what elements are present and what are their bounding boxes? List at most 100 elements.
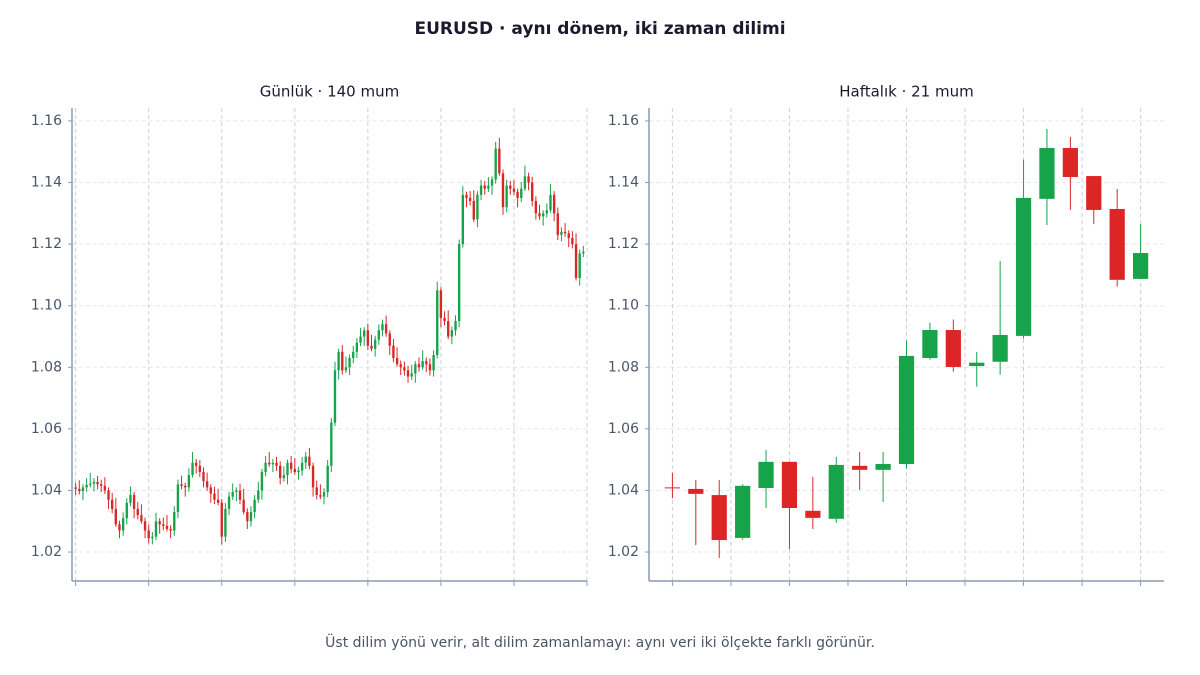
candle-body bbox=[249, 512, 253, 522]
candle-body bbox=[216, 499, 220, 503]
candle-body bbox=[246, 512, 249, 522]
candle-body bbox=[922, 330, 938, 359]
panel-title: Günlük · 140 mum bbox=[260, 83, 399, 101]
candle-body bbox=[107, 490, 110, 500]
candle-body bbox=[125, 502, 128, 519]
candle-body bbox=[852, 465, 868, 470]
candle-body bbox=[300, 462, 304, 471]
candle-body bbox=[476, 194, 479, 220]
candle-body bbox=[165, 525, 169, 529]
candle-body bbox=[231, 492, 234, 497]
candle-body bbox=[468, 197, 472, 201]
candle-body bbox=[242, 499, 245, 513]
y-tick-label: 1.10 bbox=[608, 298, 639, 314]
candle-body bbox=[213, 493, 216, 500]
candle-body bbox=[898, 355, 915, 464]
candle-body bbox=[74, 487, 77, 489]
candle-body bbox=[461, 194, 465, 245]
candle-body bbox=[100, 484, 103, 486]
candle-body bbox=[945, 330, 961, 367]
candle-body bbox=[571, 237, 574, 245]
candle-body bbox=[552, 194, 556, 214]
candle-body bbox=[388, 333, 391, 346]
candle-body bbox=[454, 321, 457, 331]
candle-body bbox=[479, 185, 483, 195]
candle-body bbox=[992, 334, 1008, 362]
candle-body bbox=[457, 244, 461, 322]
candle-body bbox=[326, 465, 329, 493]
candle-body bbox=[257, 490, 260, 500]
candle-body bbox=[158, 521, 161, 525]
candle-body bbox=[450, 330, 454, 337]
candle-body bbox=[414, 364, 417, 374]
candle-body bbox=[194, 462, 198, 466]
candle-body bbox=[516, 191, 519, 198]
candle-body bbox=[520, 188, 523, 198]
candle-body bbox=[129, 495, 132, 503]
candle-body bbox=[406, 370, 410, 377]
candle-body bbox=[545, 210, 549, 214]
y-tick-label: 1.04 bbox=[31, 482, 62, 498]
candle-body bbox=[735, 485, 751, 538]
candle-body bbox=[1132, 253, 1149, 279]
candle-body bbox=[509, 185, 512, 189]
candle-body bbox=[421, 361, 424, 368]
candle-body bbox=[352, 351, 355, 359]
candle-body bbox=[202, 471, 205, 482]
candle-body bbox=[110, 499, 114, 509]
candle-body bbox=[527, 176, 530, 183]
candle-body bbox=[567, 233, 570, 238]
candle-body bbox=[132, 495, 136, 509]
candle-body bbox=[472, 200, 475, 220]
candle-body bbox=[758, 461, 774, 489]
y-tick-label: 1.08 bbox=[608, 359, 639, 375]
candle-body bbox=[487, 185, 490, 189]
candle-body bbox=[143, 521, 147, 531]
candle-body bbox=[187, 475, 191, 488]
candle-body bbox=[560, 231, 563, 235]
candle-body bbox=[363, 330, 366, 337]
candle-body bbox=[534, 200, 538, 214]
candle-body bbox=[344, 367, 348, 371]
y-tick-label: 1.08 bbox=[31, 359, 62, 375]
candle-body bbox=[220, 502, 223, 537]
candle-body bbox=[311, 465, 315, 488]
candle-body bbox=[81, 487, 85, 492]
candle-body bbox=[337, 351, 340, 371]
figure-title: EURUSD · aynı dönem, iki zaman dilimi bbox=[414, 19, 785, 39]
candle-body bbox=[173, 512, 176, 531]
candle-body bbox=[428, 364, 432, 371]
y-tick-label: 1.10 bbox=[31, 298, 62, 314]
candle-body bbox=[417, 364, 421, 368]
y-tick-label: 1.12 bbox=[31, 236, 62, 252]
candle-body bbox=[85, 484, 88, 488]
candle-body bbox=[253, 499, 256, 513]
candle-body bbox=[436, 290, 439, 355]
candle-body bbox=[1015, 197, 1032, 336]
candle-body bbox=[501, 173, 505, 208]
candle-body bbox=[403, 367, 406, 371]
candle-body bbox=[549, 194, 552, 211]
candle-body bbox=[578, 253, 581, 278]
candle-body bbox=[410, 373, 413, 377]
y-tick-label: 1.16 bbox=[31, 113, 62, 129]
candle-body bbox=[538, 213, 541, 217]
candle-body bbox=[483, 185, 486, 189]
candle-body bbox=[1062, 148, 1078, 177]
candle-body bbox=[78, 488, 81, 492]
y-tick-label: 1.14 bbox=[608, 175, 639, 191]
candle-body bbox=[103, 485, 107, 491]
candle-body bbox=[319, 495, 322, 497]
candle-body bbox=[114, 508, 118, 525]
candle-body bbox=[1109, 209, 1125, 280]
candle-body bbox=[541, 213, 545, 217]
candle-body bbox=[333, 370, 337, 423]
candle-body bbox=[582, 251, 585, 254]
candle-body bbox=[512, 188, 516, 192]
candle-body bbox=[279, 465, 282, 479]
candle-body bbox=[399, 364, 402, 368]
candle-body bbox=[289, 462, 293, 469]
candle-body bbox=[531, 182, 534, 201]
candle-body bbox=[370, 345, 373, 349]
candle-body bbox=[494, 148, 497, 180]
